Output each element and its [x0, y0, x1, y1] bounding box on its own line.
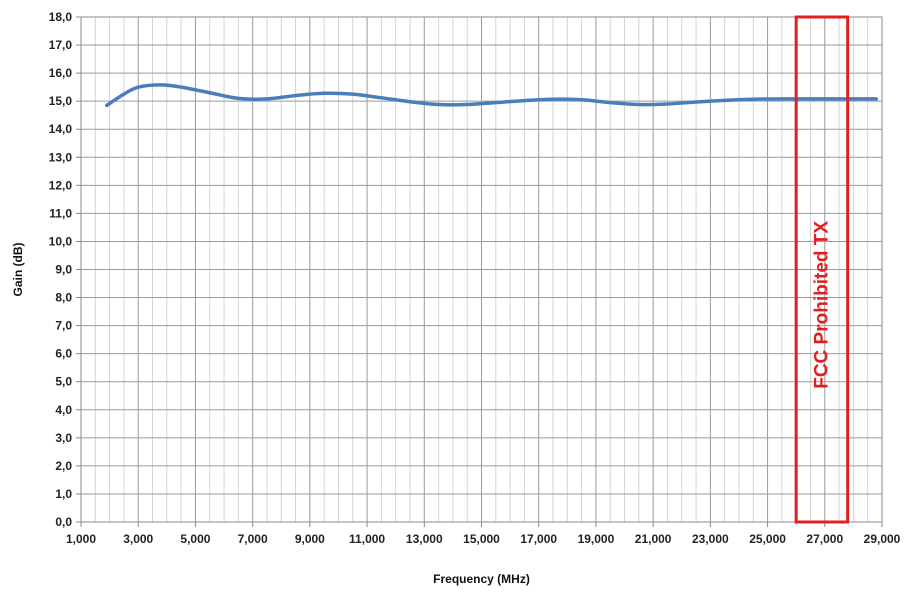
y-tick-label: 10,0 — [49, 234, 73, 248]
y-tick-label: 16,0 — [49, 66, 73, 80]
x-tick-label: 21,000 — [635, 532, 672, 546]
y-tick-label: 12,0 — [49, 178, 73, 192]
x-tick-label: 5,000 — [180, 532, 210, 546]
gain-series-line — [107, 85, 877, 105]
y-tick-label: 4,0 — [55, 403, 72, 417]
y-tick-label: 0,0 — [55, 515, 72, 529]
y-tick-label: 6,0 — [55, 347, 72, 361]
x-tick-label: 29,000 — [864, 532, 901, 546]
x-tick-label: 3,000 — [123, 532, 153, 546]
y-tick-label: 8,0 — [55, 291, 72, 305]
y-axis-title: Gain (dB) — [11, 243, 25, 297]
y-tick-label: 14,0 — [49, 122, 73, 136]
y-tick-label: 17,0 — [49, 38, 73, 52]
y-tick-label: 3,0 — [55, 431, 72, 445]
x-tick-label: 15,000 — [463, 532, 500, 546]
y-tick-label: 2,0 — [55, 459, 72, 473]
y-tick-label: 15,0 — [49, 94, 73, 108]
x-tick-label: 13,000 — [406, 532, 443, 546]
x-tick-label: 9,000 — [295, 532, 325, 546]
fcc-prohibited-label: FCC Prohibited TX — [811, 221, 832, 389]
y-tick-label: 9,0 — [55, 263, 72, 277]
y-tick-label: 5,0 — [55, 375, 72, 389]
x-tick-label: 25,000 — [749, 532, 786, 546]
x-tick-label: 27,000 — [806, 532, 843, 546]
x-tick-label: 11,000 — [349, 532, 385, 546]
x-axis-ticks: 1,000 3,000 5,000 7,000 9,000 11,000 13,000 15,… — [66, 522, 901, 546]
y-tick-label: 18,0 — [49, 10, 73, 24]
x-tick-label: 19,000 — [578, 532, 615, 546]
x-axis-title: Frequency (MHz) — [433, 572, 530, 586]
x-tick-label: 17,000 — [520, 532, 557, 546]
x-tick-label: 7,000 — [238, 532, 268, 546]
y-tick-label: 1,0 — [55, 487, 72, 501]
y-tick-label: 13,0 — [49, 150, 73, 164]
x-tick-label: 1,000 — [66, 532, 96, 546]
x-tick-label: 23,000 — [692, 532, 729, 546]
y-tick-label: 7,0 — [55, 319, 72, 333]
series-layer — [107, 85, 877, 105]
y-tick-label: 11,0 — [49, 206, 72, 220]
y-axis-ticks: 0,0 1,0 2,0 3,0 4,0 5,0 6,0 7,0 8,0 9,0 10,0 11,0 12… — [49, 10, 81, 529]
